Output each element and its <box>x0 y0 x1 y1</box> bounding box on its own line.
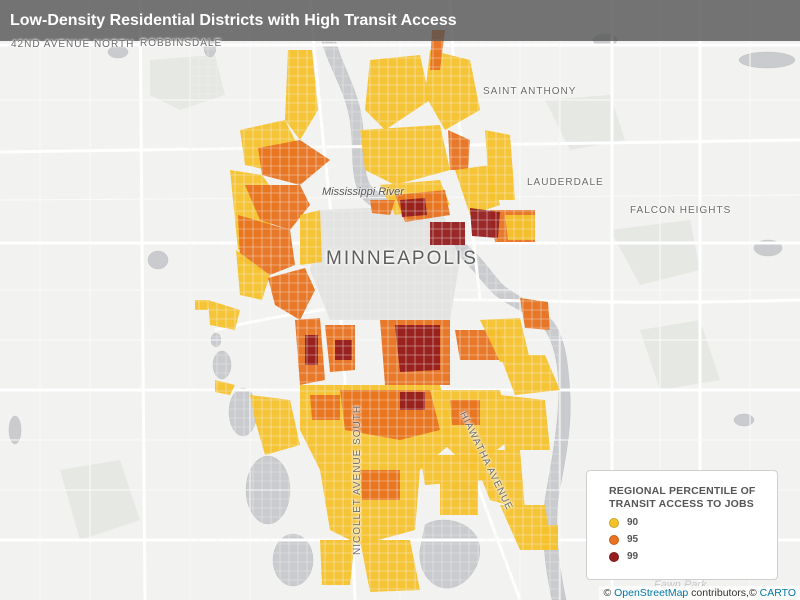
district-patch[interactable] <box>500 395 550 450</box>
district-grid-overlay <box>189 39 560 600</box>
district-patch[interactable] <box>208 300 240 330</box>
label-nicollet-avenue-south: NICOLLET AVENUE SOUTH <box>352 404 363 555</box>
legend-swatch-90 <box>609 517 619 528</box>
pond-se <box>733 413 755 427</box>
legend-item-95: 95 <box>609 534 767 545</box>
district-patch[interactable] <box>470 450 525 510</box>
label-42nd-avenue-north: 42ND AVENUE NORTH <box>11 39 135 50</box>
district-patch[interactable] <box>470 208 500 238</box>
district-patch[interactable] <box>305 335 318 365</box>
district-patch[interactable] <box>245 185 310 230</box>
map-attribution: © OpenStreetMap contributors,© CARTO <box>599 586 800 600</box>
carto-link[interactable]: CARTO <box>759 587 796 599</box>
legend-label-99: 99 <box>627 551 639 562</box>
legend-panel: REGIONAL PERCENTILE OF TRANSIT ACCESS TO… <box>586 470 778 580</box>
district-patch[interactable] <box>440 480 478 515</box>
openstreetmap-link[interactable]: OpenStreetMap <box>614 587 689 599</box>
label-mississippi-river: Mississippi River <box>322 186 404 198</box>
attribution-middle: contributors,© <box>688 587 760 599</box>
district-patch[interactable] <box>400 198 427 217</box>
downtown-core <box>310 205 460 320</box>
district-patch[interactable] <box>300 210 322 265</box>
district-patch[interactable] <box>238 215 295 275</box>
district-patch[interactable] <box>258 140 330 185</box>
district-patch[interactable] <box>450 400 480 425</box>
district-patch[interactable] <box>335 340 352 360</box>
pond-w <box>8 415 22 445</box>
lake-harriet <box>272 533 314 587</box>
district-patch[interactable] <box>360 125 450 185</box>
label-lauderdale: LAUDERDALE <box>527 177 604 188</box>
district-patch[interactable] <box>500 355 560 395</box>
district-patch[interactable] <box>520 298 550 330</box>
district-patch[interactable] <box>360 540 420 592</box>
district-patch[interactable] <box>485 130 515 200</box>
legend-swatch-95 <box>609 534 619 545</box>
wirth-lake <box>147 250 169 270</box>
district-patch[interactable] <box>285 50 318 140</box>
district-patch[interactable] <box>430 222 465 245</box>
label-saint-anthony: SAINT ANTHONY <box>483 86 577 97</box>
pond-ne <box>738 51 796 69</box>
legend-item-99: 99 <box>609 551 767 562</box>
district-patch[interactable] <box>500 505 552 550</box>
map-title: Low-Density Residential Districts with H… <box>0 0 800 41</box>
legend-item-90: 90 <box>609 517 767 528</box>
district-patch[interactable] <box>365 55 430 130</box>
label-falcon-heights: FALCON HEIGHTS <box>630 205 732 216</box>
district-patch[interactable] <box>400 392 425 410</box>
attribution-prefix: © <box>603 587 615 599</box>
cedar-lake <box>212 350 232 380</box>
label-robbinsdale: ROBBINSDALE <box>140 38 223 49</box>
label-minneapolis: MINNEAPOLIS <box>326 248 478 269</box>
legend-swatch-99 <box>609 551 619 562</box>
district-patch[interactable] <box>448 130 470 170</box>
district-patch[interactable] <box>360 470 400 500</box>
legend-label-90: 90 <box>627 517 639 528</box>
legend-title: REGIONAL PERCENTILE OF TRANSIT ACCESS TO… <box>609 485 756 510</box>
district-patch[interactable] <box>320 540 355 585</box>
district-patch[interactable] <box>505 215 535 240</box>
legend-label-95: 95 <box>627 534 639 545</box>
district-patch[interactable] <box>250 395 300 455</box>
